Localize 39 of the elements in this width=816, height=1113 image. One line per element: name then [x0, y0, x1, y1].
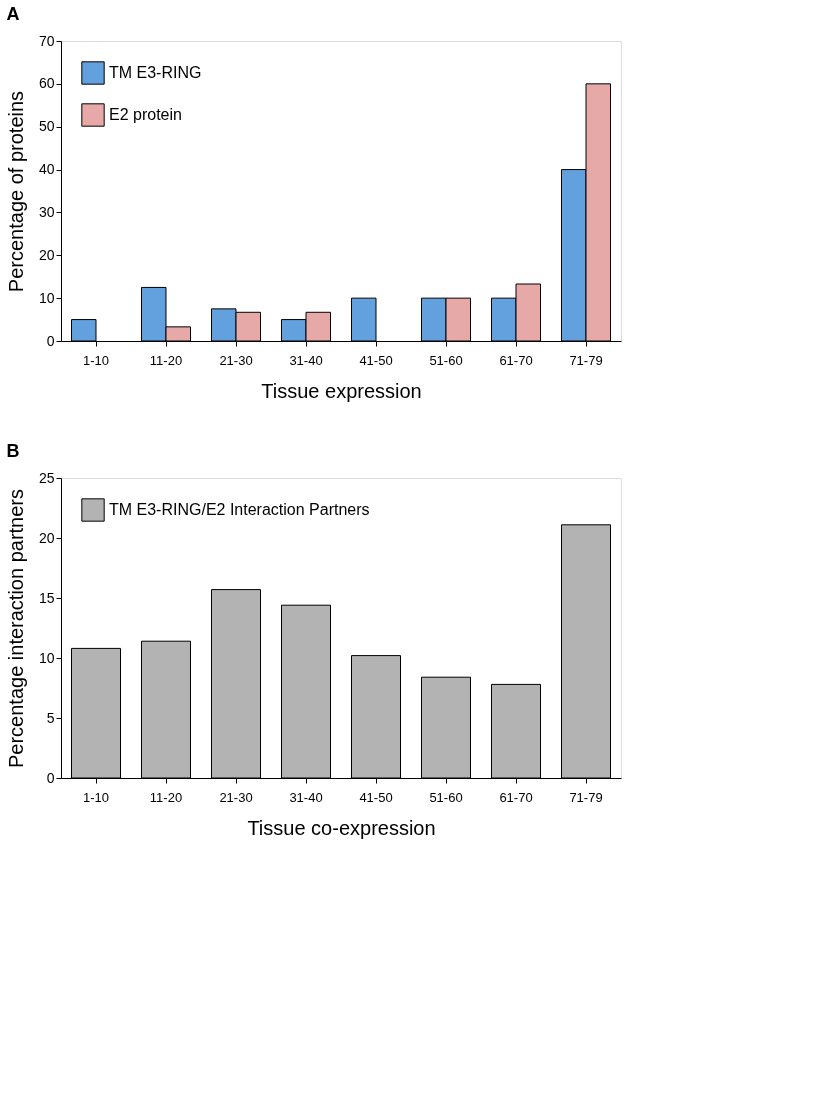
- x-tick-label: 11-20: [149, 352, 183, 368]
- x-axis-title: Tissue co-expression: [247, 816, 436, 839]
- x-tick-label: 31-40: [289, 352, 323, 368]
- legend-label: TM E3-RING: [109, 64, 202, 81]
- x-tick-label: 61-70: [499, 352, 533, 368]
- y-axis-title: Percentage of proteins: [4, 90, 27, 293]
- x-tick-label: 21-30: [219, 352, 253, 368]
- legend-label: E2 protein: [109, 106, 182, 123]
- y-tick-label: 30: [38, 203, 55, 220]
- x-tick-label: 41-50: [359, 352, 393, 368]
- legend-label: TM E3-RING/E2 Interaction Partners: [109, 501, 370, 518]
- y-tick-label: 0: [46, 332, 55, 349]
- y-tick-label: 10: [38, 289, 55, 306]
- x-tick-label: 51-60: [429, 352, 463, 368]
- x-tick-label: 1-10: [82, 352, 110, 368]
- x-tick-label: 41-50: [359, 789, 393, 805]
- x-tick-label: 31-40: [289, 789, 323, 805]
- y-axis-title: Percentage interaction partners: [4, 488, 27, 769]
- x-tick-label: 71-79: [569, 789, 603, 805]
- y-tick-label: 15: [38, 589, 55, 606]
- y-tick-label: 50: [38, 118, 55, 135]
- y-tick-label: 25: [38, 469, 55, 486]
- y-tick-label: 40: [38, 161, 55, 178]
- y-tick-label: 60: [38, 75, 55, 92]
- x-tick-label: 51-60: [429, 789, 463, 805]
- chart-title: A: [6, 4, 20, 24]
- x-tick-label: 71-79: [569, 352, 603, 368]
- y-tick-label: 20: [38, 246, 55, 263]
- y-tick-label: 20: [38, 529, 55, 546]
- y-tick-label: 5: [46, 709, 55, 726]
- y-tick-label: 0: [46, 769, 55, 786]
- y-tick-label: 70: [38, 32, 55, 49]
- x-tick-label: 21-30: [219, 789, 253, 805]
- chart-title: B: [6, 441, 20, 461]
- y-tick-label: 10: [38, 649, 55, 666]
- x-tick-label: 11-20: [149, 789, 183, 805]
- x-tick-label: 61-70: [499, 789, 533, 805]
- x-axis-title: Tissue expression: [261, 379, 422, 402]
- x-tick-label: 1-10: [82, 789, 110, 805]
